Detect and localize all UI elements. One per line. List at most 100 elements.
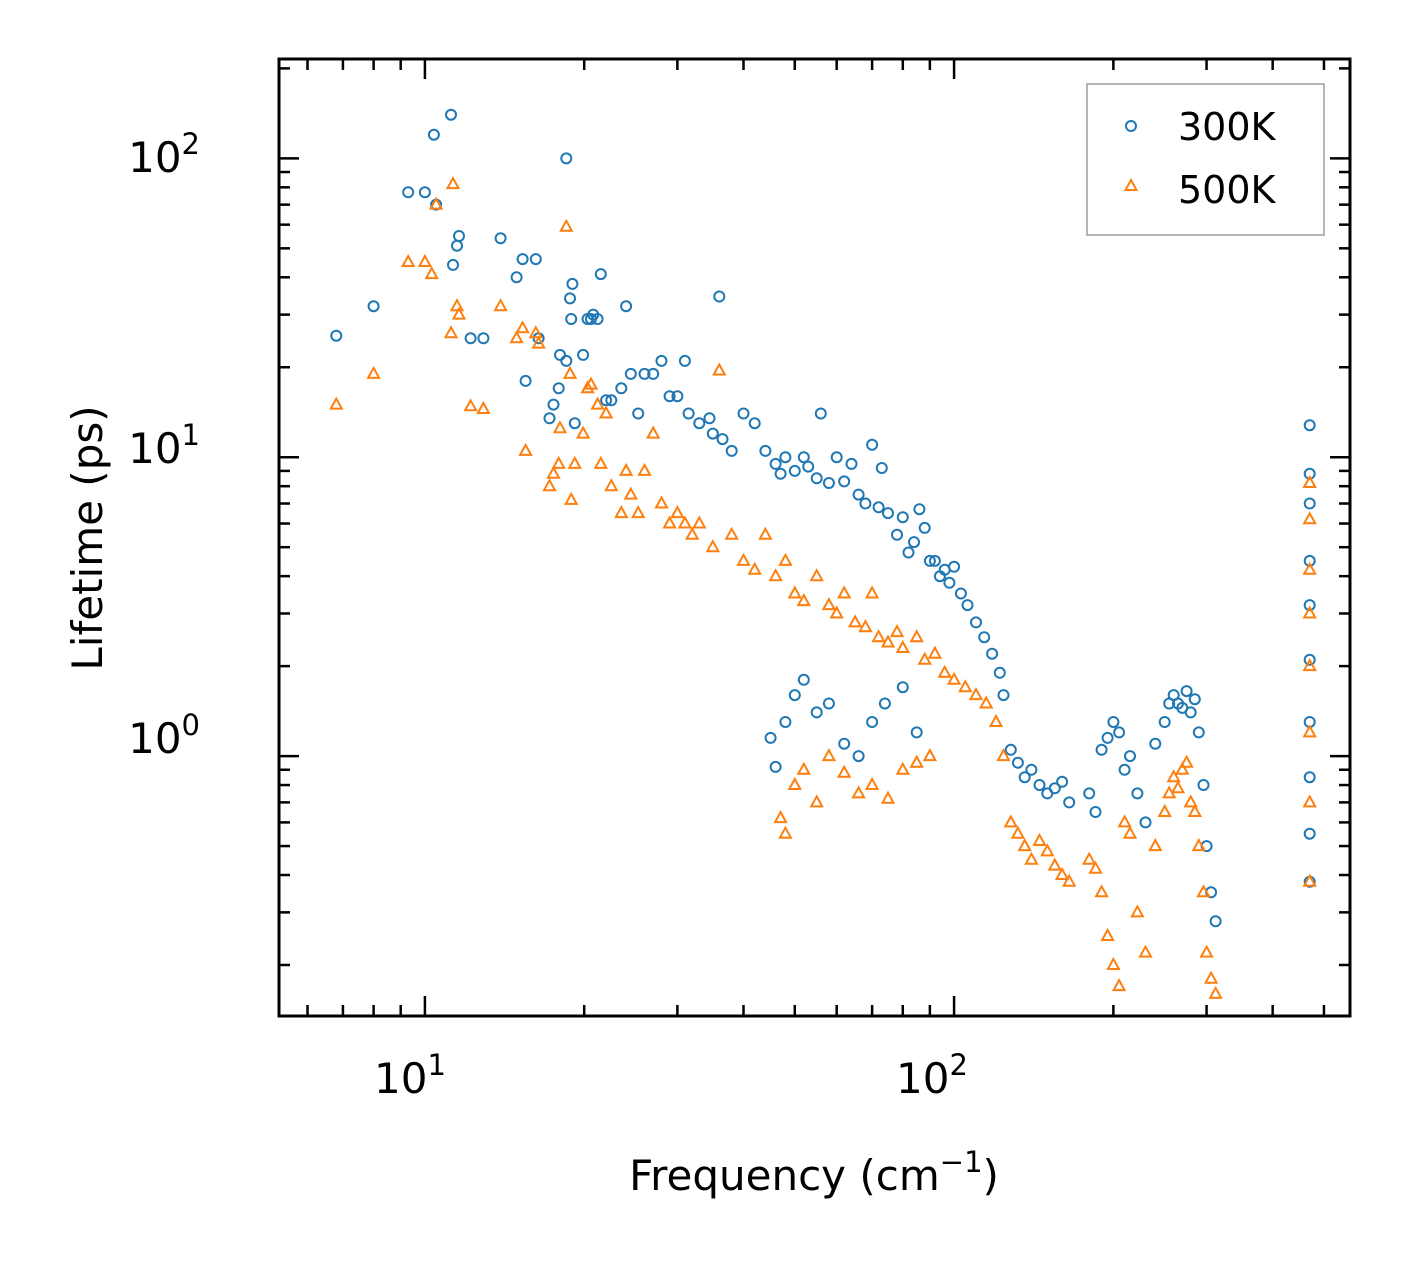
point-300k-1 xyxy=(367,300,380,313)
point-300k-55 xyxy=(759,444,772,457)
point-500k-115 xyxy=(1183,794,1198,808)
point-500k-36 xyxy=(631,505,646,519)
point-500k-0 xyxy=(329,396,344,410)
point-500k-1 xyxy=(366,365,381,379)
point-300k-139 xyxy=(1303,419,1316,432)
point-300k-9 xyxy=(453,230,465,242)
point-500k-12 xyxy=(493,298,508,312)
point-500k-2 xyxy=(401,253,416,267)
plot-frame xyxy=(277,57,1352,1018)
point-500k-6 xyxy=(443,325,459,339)
point-500k-93 xyxy=(1032,832,1047,846)
point-500k-31 xyxy=(598,405,614,419)
point-500k-128 xyxy=(1302,794,1317,808)
point-500k-108 xyxy=(1148,838,1163,852)
point-300k-100 xyxy=(838,737,851,750)
point-500k-27 xyxy=(580,380,595,394)
point-500k-75 xyxy=(996,748,1011,762)
minor-ticks xyxy=(279,59,1350,1016)
point-500k-44 xyxy=(692,515,707,529)
point-300k-131 xyxy=(1180,685,1193,698)
point-500k-3 xyxy=(417,253,433,267)
point-300k-53 xyxy=(737,407,750,420)
point-500k-97 xyxy=(1062,873,1077,887)
point-300k-141 xyxy=(1303,497,1316,510)
point-300k-93 xyxy=(764,731,777,744)
point-500k-116 xyxy=(1187,803,1202,817)
point-300k-56 xyxy=(769,457,782,470)
point-300k-77 xyxy=(908,536,920,549)
point-500k-91 xyxy=(1017,838,1032,852)
point-300k-121 xyxy=(1118,763,1131,776)
legend-box xyxy=(1086,83,1325,236)
point-300k-115 xyxy=(1083,787,1096,800)
point-500k-106 xyxy=(1130,904,1145,918)
point-300k-10 xyxy=(464,332,477,345)
y-tick-label-100: 102 xyxy=(128,127,200,182)
point-500k-63 xyxy=(880,634,896,648)
y-tick-label-1: 100 xyxy=(128,708,200,763)
legend: 300K 500K xyxy=(1086,83,1325,236)
point-300k-91 xyxy=(993,666,1006,679)
point-500k-70 xyxy=(946,671,962,685)
point-300k-99 xyxy=(822,697,835,710)
data-points xyxy=(329,108,1317,999)
point-300k-142 xyxy=(1303,554,1316,567)
series-500k xyxy=(329,176,1317,999)
point-500k-30 xyxy=(593,455,608,469)
point-500k-92 xyxy=(1024,851,1039,865)
point-300k-107 xyxy=(1011,756,1024,769)
point-500k-40 xyxy=(662,515,677,529)
point-500k-71 xyxy=(958,679,973,693)
point-300k-110 xyxy=(1033,779,1046,791)
point-300k-133 xyxy=(1188,693,1201,706)
point-300k-70 xyxy=(866,438,879,451)
point-500k-96 xyxy=(1054,866,1070,880)
point-300k-98 xyxy=(810,706,823,719)
point-300k-76 xyxy=(902,546,915,559)
point-500k-58 xyxy=(837,585,852,599)
legend-label-300k: 300K xyxy=(1178,105,1277,149)
point-300k-48 xyxy=(703,412,716,425)
point-500k-100 xyxy=(1094,884,1109,898)
point-500k-87 xyxy=(909,754,924,768)
point-500k-19 xyxy=(546,465,561,479)
point-500k-4 xyxy=(424,266,439,280)
point-500k-26 xyxy=(575,425,591,439)
legend-marker-300k xyxy=(1125,120,1137,132)
point-500k-112 xyxy=(1170,780,1186,794)
point-500k-123 xyxy=(1302,511,1317,525)
point-500k-129 xyxy=(1302,873,1317,887)
point-500k-50 xyxy=(758,526,773,540)
point-300k-74 xyxy=(891,528,903,541)
point-500k-45 xyxy=(705,539,720,553)
point-300k-12 xyxy=(494,232,507,245)
point-300k-62 xyxy=(810,472,823,485)
point-500k-102 xyxy=(1106,956,1121,970)
x-tick-label-100: 102 xyxy=(896,1048,968,1103)
point-300k-147 xyxy=(1303,827,1316,840)
point-300k-143 xyxy=(1303,599,1316,612)
x-axis-label: Frequency (cm−1) xyxy=(629,1145,999,1200)
point-300k-0 xyxy=(330,329,343,342)
point-500k-59 xyxy=(847,614,863,628)
point-300k-103 xyxy=(878,697,891,710)
point-500k-48 xyxy=(736,552,751,566)
point-300k-34 xyxy=(600,394,613,407)
point-300k-95 xyxy=(779,716,792,728)
point-300k-66 xyxy=(838,475,851,488)
point-500k-125 xyxy=(1302,605,1317,619)
point-300k-86 xyxy=(954,587,967,600)
point-300k-57 xyxy=(774,467,787,480)
point-500k-114 xyxy=(1179,754,1194,768)
point-500k-86 xyxy=(895,761,910,775)
point-500k-14 xyxy=(515,320,530,334)
point-500k-94 xyxy=(1040,843,1055,857)
point-300k-18 xyxy=(543,412,556,425)
point-300k-42 xyxy=(655,354,668,367)
point-300k-88 xyxy=(970,616,982,629)
point-300k-89 xyxy=(978,631,991,644)
point-300k-79 xyxy=(918,521,931,534)
point-500k-124 xyxy=(1302,561,1317,575)
point-300k-67 xyxy=(845,457,858,470)
